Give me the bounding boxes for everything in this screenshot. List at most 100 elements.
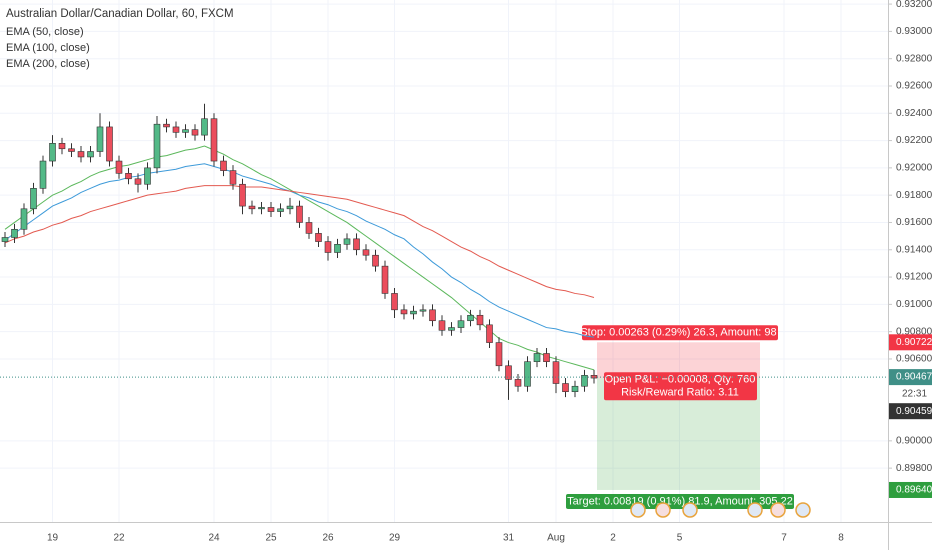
event-icon — [682, 502, 698, 518]
target-price: 0.89640 — [896, 485, 932, 496]
x-tick-label: 26 — [322, 533, 334, 544]
candle-body — [296, 205, 303, 223]
candle-body — [210, 118, 218, 162]
candle-body — [153, 123, 161, 169]
candle-body — [419, 309, 427, 312]
event-icon — [630, 502, 646, 518]
candle-body — [220, 160, 227, 171]
y-tick-label: 0.90000 — [896, 435, 932, 446]
legend-entry: EMA (200, close) — [6, 58, 90, 70]
candle-body — [277, 208, 284, 212]
pnl-label-box — [604, 372, 757, 401]
candle-body — [581, 375, 588, 387]
candle-body — [315, 233, 322, 242]
candle-body — [381, 265, 389, 294]
candle-body — [467, 314, 474, 322]
x-tick-label: 25 — [265, 533, 277, 544]
y-tick-label: 0.90800 — [896, 326, 932, 337]
candle-body — [163, 123, 170, 128]
x-tick-label: 8 — [838, 533, 844, 544]
candle-body — [552, 361, 560, 384]
event-icon — [795, 502, 811, 518]
x-tick-label: 22 — [113, 533, 125, 544]
candle-body — [505, 365, 512, 380]
candle-body — [362, 249, 370, 256]
y-tick-label: 0.91400 — [896, 244, 932, 255]
candle-body — [429, 309, 436, 322]
event-icon — [747, 502, 763, 518]
y-tick-label: 0.89800 — [896, 463, 932, 474]
candle-body — [305, 222, 313, 234]
candle-body — [457, 320, 465, 328]
y-tick-label: 0.92000 — [896, 163, 932, 174]
x-tick-label: 24 — [208, 533, 220, 544]
y-tick-label: 0.92600 — [896, 81, 932, 92]
candle-body — [115, 160, 123, 174]
y-tick-label: 0.91200 — [896, 272, 932, 283]
countdown: 22:31 — [902, 389, 927, 400]
x-tick-label: 7 — [781, 533, 787, 544]
rr-label: Risk/Reward Ratio: 3.11 — [621, 387, 739, 399]
candle-body — [172, 126, 180, 133]
x-tick-label: 31 — [503, 533, 515, 544]
candle-body — [410, 310, 417, 315]
candle-body — [182, 129, 189, 133]
candle-body — [96, 126, 104, 152]
candle-body — [495, 342, 503, 367]
stop-price: 0.90722 — [896, 337, 932, 348]
candle-body — [125, 173, 132, 180]
event-icons — [630, 502, 811, 518]
x-tick-label: 2 — [610, 533, 616, 544]
y-tick-label: 0.93000 — [896, 26, 932, 37]
stop-price-box — [889, 334, 932, 351]
candle-body — [201, 118, 208, 136]
candle-body — [20, 208, 28, 230]
target-price-box — [889, 481, 932, 498]
candle-body — [486, 324, 493, 343]
y-tick-label: 0.93200 — [896, 0, 932, 10]
candle-body — [191, 129, 199, 136]
stop-label-box — [582, 325, 778, 341]
position-tool: Stop: 0.00263 (0.29%) 26.3, Amount: 98 Op… — [566, 325, 794, 509]
y-tick-label: 0.91800 — [896, 190, 932, 201]
legend-entry: EMA (50, close) — [6, 26, 84, 38]
candle-body — [353, 238, 360, 251]
last-price-box — [889, 369, 932, 386]
candle-body — [524, 361, 531, 387]
x-tick-label: 29 — [389, 533, 401, 544]
x-tick-label: Aug — [547, 533, 565, 544]
candle-body — [134, 178, 142, 185]
candle-body — [144, 167, 151, 185]
y-tick-label: 0.92800 — [896, 53, 932, 64]
event-icon — [655, 502, 671, 518]
candle-body — [476, 314, 484, 326]
candle-body — [571, 385, 579, 393]
candle-body — [1, 237, 9, 242]
last-price: 0.90467 — [896, 372, 932, 383]
candle-body — [372, 254, 379, 267]
x-tick-label: 19 — [47, 533, 59, 544]
candle-body — [334, 244, 341, 253]
candle-body — [258, 207, 265, 210]
candle-body — [49, 143, 56, 162]
plot — [0, 103, 888, 400]
axes: 0.93200 0.93000 0.92800 0.92600 0.92400 0.922… — [47, 0, 932, 544]
grid — [0, 0, 888, 522]
candle-body — [343, 238, 351, 245]
ema-line — [4, 185, 595, 299]
candle-body — [324, 241, 332, 253]
target-label: Target: 0.00819 (0.91%) 81.9, Amount: 30… — [567, 495, 793, 507]
candle-body — [106, 126, 113, 162]
candle-body — [533, 353, 541, 362]
candle-body — [229, 170, 237, 185]
candle-body — [39, 160, 47, 189]
pnl-label: Open P&L: −0.00008, Qty: 760 — [605, 374, 756, 386]
candle-body — [30, 188, 37, 210]
chart-title: Australian Dollar/Canadian Dollar, 60, F… — [6, 8, 234, 20]
entry-price-box — [889, 403, 932, 420]
ema-line — [4, 163, 595, 338]
y-tick-label: 0.91600 — [896, 217, 932, 228]
y-tick-label: 0.90600 — [896, 354, 932, 365]
